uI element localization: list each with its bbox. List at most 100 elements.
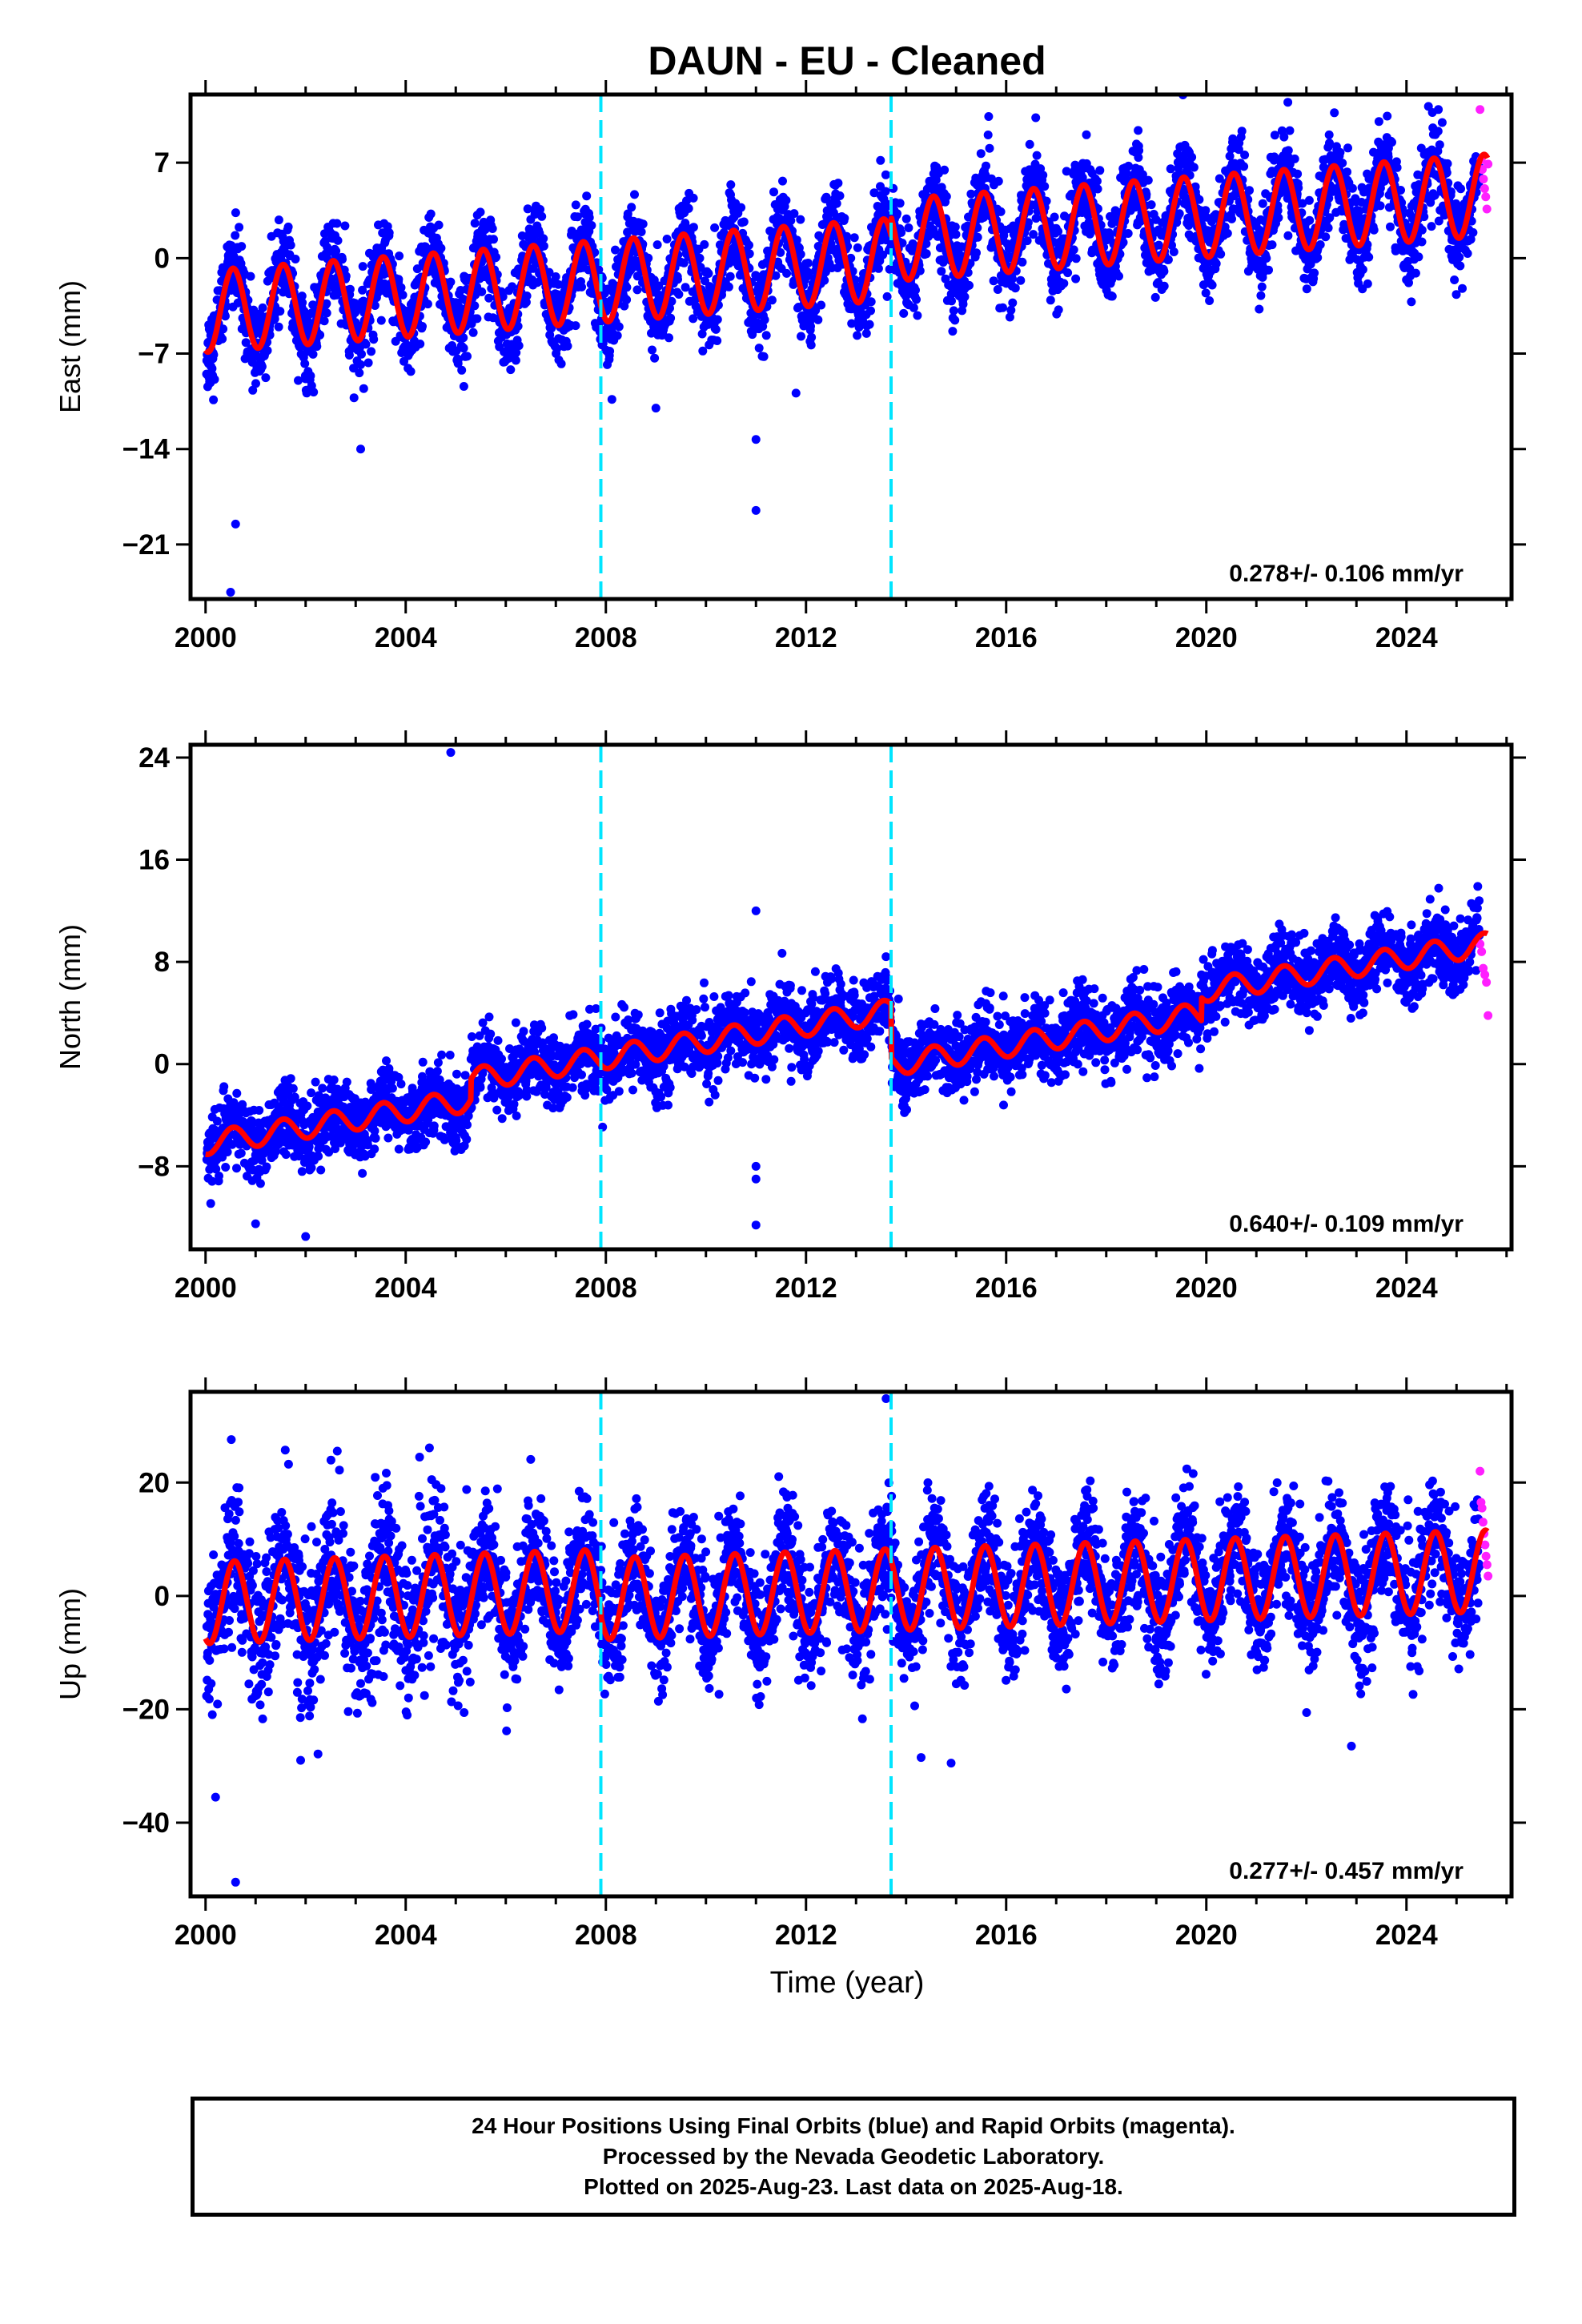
- final-orbit-point: [913, 311, 922, 320]
- final-orbit-point: [1267, 240, 1277, 250]
- final-orbit-point: [257, 362, 267, 372]
- final-orbit-point: [901, 214, 911, 223]
- x-tick-label: 2020: [1175, 622, 1238, 653]
- outlier-point: [356, 444, 365, 454]
- final-orbit-point: [754, 344, 764, 353]
- final-orbit-point: [513, 321, 523, 331]
- final-orbit-point: [476, 207, 485, 217]
- final-orbit-point: [1022, 236, 1032, 246]
- final-orbit-point: [297, 292, 307, 301]
- final-orbit-point: [508, 282, 517, 292]
- final-orbit-point: [358, 285, 367, 295]
- final-orbit-point: [710, 223, 720, 232]
- final-orbit-point: [993, 285, 1002, 294]
- final-orbit-point: [446, 277, 456, 287]
- final-orbit-point: [577, 282, 586, 292]
- final-orbit-point: [1285, 126, 1295, 135]
- final-orbit-point: [982, 161, 990, 171]
- final-orbit-point: [582, 191, 592, 201]
- final-orbit-point: [470, 219, 480, 228]
- final-orbit-point: [1010, 283, 1020, 293]
- final-orbit-point: [1330, 108, 1339, 118]
- final-orbit-point: [960, 292, 970, 302]
- final-orbit-point: [251, 379, 260, 388]
- final-orbit-point: [232, 1164, 241, 1173]
- final-orbit-point: [1223, 228, 1232, 238]
- final-orbit-point: [759, 352, 769, 361]
- final-orbit-point: [806, 340, 816, 350]
- final-orbit-point: [1435, 140, 1444, 150]
- final-orbit-point: [219, 1082, 229, 1092]
- final-orbit-point: [255, 1106, 264, 1115]
- final-orbit-point: [536, 205, 545, 214]
- final-orbit-point: [544, 267, 554, 277]
- final-orbit-point: [806, 322, 815, 331]
- final-orbit-point: [356, 360, 365, 369]
- final-orbit-point: [223, 1148, 232, 1156]
- final-orbit-point: [1227, 214, 1236, 223]
- final-orbit-point: [281, 1150, 291, 1160]
- final-orbit-point: [236, 1148, 246, 1158]
- final-orbit-point: [713, 315, 722, 324]
- final-orbit-point: [291, 255, 300, 263]
- final-orbit-point: [760, 315, 769, 324]
- final-orbit-point: [947, 296, 956, 306]
- final-orbit-point: [911, 285, 920, 295]
- final-orbit-point: [849, 233, 859, 243]
- final-orbit-point: [220, 312, 230, 321]
- figure-title: DAUN - EU - Cleaned: [648, 38, 1046, 83]
- final-orbit-point: [1456, 184, 1465, 194]
- final-orbit-point: [652, 240, 662, 250]
- final-orbit-point: [1437, 118, 1447, 127]
- final-orbit-point: [998, 303, 1007, 312]
- final-orbit-point: [246, 271, 255, 281]
- final-orbit-point: [367, 347, 376, 356]
- final-orbit-point: [539, 241, 548, 251]
- final-orbit-point: [1107, 292, 1117, 301]
- final-orbit-point: [434, 220, 444, 230]
- final-orbit-point: [1302, 284, 1311, 294]
- final-orbit-point: [767, 296, 777, 305]
- final-orbit-point: [418, 322, 427, 331]
- final-orbit-point: [1050, 212, 1059, 222]
- final-orbit-point: [1433, 127, 1443, 136]
- final-orbit-point: [700, 239, 709, 249]
- final-orbit-point: [1046, 296, 1055, 305]
- final-orbit-point: [219, 324, 228, 334]
- final-orbit-point: [1114, 271, 1123, 281]
- final-orbit-point: [1174, 209, 1184, 219]
- final-orbit-point: [1310, 268, 1319, 278]
- final-orbit-point: [477, 287, 487, 296]
- final-orbit-point: [797, 332, 805, 341]
- final-orbit-point: [207, 364, 217, 373]
- final-orbit-point: [235, 223, 244, 232]
- final-orbit-point: [286, 240, 295, 250]
- final-orbit-point: [1386, 222, 1395, 231]
- final-orbit-point: [881, 170, 890, 179]
- final-orbit-point: [835, 191, 845, 200]
- final-orbit-point: [983, 131, 993, 139]
- final-orbit-point: [1411, 268, 1420, 278]
- final-orbit-point: [249, 305, 259, 315]
- final-orbit-point: [689, 223, 698, 232]
- final-orbit-point: [1134, 126, 1143, 135]
- final-orbit-point: [308, 349, 318, 359]
- final-orbit-point: [1031, 113, 1041, 123]
- final-orbit-point: [396, 283, 406, 292]
- final-orbit-point: [737, 203, 746, 212]
- north-final-orbit-points: [202, 748, 1484, 1241]
- final-orbit-point: [209, 395, 219, 404]
- final-orbit-point: [298, 298, 307, 308]
- final-orbit-point: [231, 231, 240, 240]
- final-orbit-point: [369, 335, 379, 344]
- final-orbit-point: [1189, 163, 1199, 172]
- final-orbit-point: [853, 331, 862, 340]
- final-orbit-point: [1146, 200, 1156, 210]
- final-orbit-point: [897, 227, 906, 237]
- north-plot-area: [202, 745, 1493, 1249]
- final-orbit-point: [689, 193, 698, 203]
- final-orbit-point: [1463, 249, 1472, 258]
- final-orbit-point: [940, 165, 950, 175]
- rapid-orbit-point: [1479, 175, 1488, 184]
- final-orbit-point: [406, 367, 416, 376]
